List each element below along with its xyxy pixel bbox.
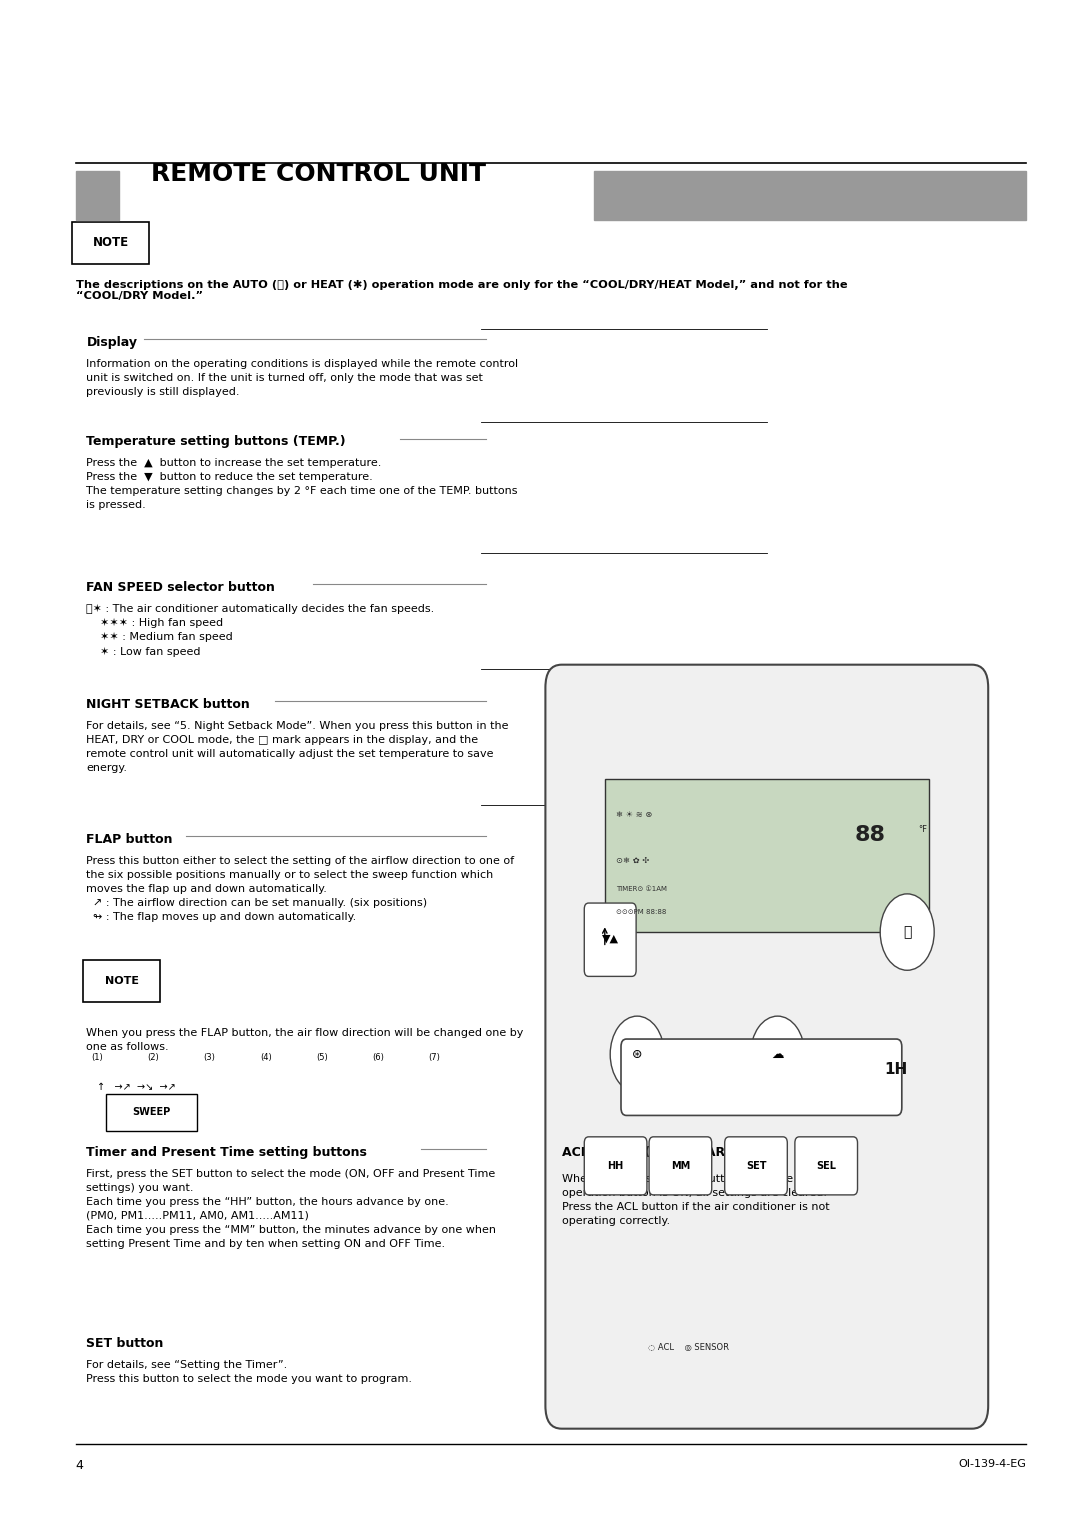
Text: FLAP button: FLAP button	[86, 833, 173, 847]
Text: 1H: 1H	[885, 1062, 908, 1077]
Text: OI-139-4-EG: OI-139-4-EG	[958, 1459, 1026, 1470]
Text: ❄ ☀ ≋ ⊗: ❄ ☀ ≋ ⊗	[616, 810, 652, 819]
Text: Timer and Present Time setting buttons: Timer and Present Time setting buttons	[86, 1146, 367, 1160]
Text: TIMER⊙ ①1AM: TIMER⊙ ①1AM	[616, 886, 666, 892]
Text: SET: SET	[746, 1161, 766, 1170]
Text: Press the  ▲  button to increase the set temperature.
Press the  ▼  button to re: Press the ▲ button to increase the set t…	[86, 458, 518, 510]
Circle shape	[610, 1016, 664, 1093]
FancyBboxPatch shape	[795, 1137, 858, 1195]
FancyBboxPatch shape	[83, 960, 160, 1002]
Text: (4): (4)	[260, 1053, 271, 1062]
Text: Press this button either to select the setting of the airflow direction to one o: Press this button either to select the s…	[86, 856, 514, 921]
FancyArrowPatch shape	[603, 929, 607, 944]
Bar	[605, 779, 929, 932]
FancyBboxPatch shape	[584, 1137, 647, 1195]
Text: ◌ ACL    ◎ SENSOR: ◌ ACL ◎ SENSOR	[648, 1343, 729, 1352]
Text: °F: °F	[918, 825, 927, 834]
Text: 88: 88	[854, 825, 886, 845]
Text: ⊙⊙⊙PM 88:88: ⊙⊙⊙PM 88:88	[616, 909, 666, 915]
Text: NOTE: NOTE	[105, 976, 139, 986]
FancyBboxPatch shape	[584, 903, 636, 976]
Bar	[594, 171, 1026, 220]
Text: (5): (5)	[316, 1053, 327, 1062]
Text: SWEEP: SWEEP	[132, 1108, 171, 1117]
Text: ⊙❄ ✿ ✣: ⊙❄ ✿ ✣	[616, 856, 649, 865]
Text: When you press the FLAP button, the air flow direction will be changed one by
on: When you press the FLAP button, the air …	[86, 1028, 524, 1053]
Text: (3): (3)	[204, 1053, 215, 1062]
Text: Temperature setting buttons (TEMP.): Temperature setting buttons (TEMP.)	[86, 435, 346, 449]
Text: NOTE: NOTE	[93, 237, 130, 249]
Text: (6): (6)	[373, 1053, 383, 1062]
Text: ☁: ☁	[771, 1048, 784, 1060]
Text: ACL button (ALL CLEAR): ACL button (ALL CLEAR)	[562, 1146, 730, 1160]
FancyBboxPatch shape	[649, 1137, 712, 1195]
Text: (7): (7)	[429, 1053, 440, 1062]
Text: (2): (2)	[148, 1053, 159, 1062]
Text: ⏻: ⏻	[903, 924, 912, 940]
FancyBboxPatch shape	[72, 222, 149, 264]
Text: HH: HH	[607, 1161, 624, 1170]
Bar	[76, 171, 119, 220]
Text: FAN SPEED selector button: FAN SPEED selector button	[86, 581, 275, 594]
Circle shape	[751, 1016, 805, 1093]
Text: For details, see “5. Night Setback Mode”. When you press this button in the
HEAT: For details, see “5. Night Setback Mode”…	[86, 721, 509, 773]
Text: Information on the operating conditions is displayed while the remote control
un: Information on the operating conditions …	[86, 359, 518, 397]
Text: ▼▲: ▼▲	[602, 934, 619, 943]
Text: MM: MM	[671, 1161, 690, 1170]
Text: (1): (1)	[92, 1053, 103, 1062]
Text: When you press the ACL button while the
operation button is ON, all settings are: When you press the ACL button while the …	[562, 1174, 829, 1225]
Text: SEL: SEL	[816, 1161, 836, 1170]
Circle shape	[880, 894, 934, 970]
Text: ⊛: ⊛	[632, 1048, 643, 1060]
Text: For details, see “Setting the Timer”.
Press this button to select the mode you w: For details, see “Setting the Timer”. Pr…	[86, 1360, 413, 1384]
Text: SET button: SET button	[86, 1337, 164, 1351]
Text: Ⓐ✶ : The air conditioner automatically decides the fan speeds.
    ✶✶✶ : High fa: Ⓐ✶ : The air conditioner automatically d…	[86, 604, 434, 657]
Text: First, press the SET button to select the mode (ON, OFF and Present Time
setting: First, press the SET button to select th…	[86, 1169, 497, 1248]
FancyBboxPatch shape	[106, 1094, 197, 1131]
FancyBboxPatch shape	[545, 665, 988, 1429]
FancyBboxPatch shape	[725, 1137, 787, 1195]
Text: The descriptions on the AUTO (Ⓐ) or HEAT (✱) operation mode are only for the “CO: The descriptions on the AUTO (Ⓐ) or HEAT…	[76, 280, 847, 301]
Text: ↑   →↗  →↘  →↗: ↑ →↗ →↘ →↗	[97, 1082, 176, 1093]
Text: Display: Display	[86, 336, 137, 350]
Text: 4: 4	[76, 1459, 83, 1473]
Text: REMOTE CONTROL UNIT: REMOTE CONTROL UNIT	[151, 162, 486, 186]
FancyBboxPatch shape	[621, 1039, 902, 1115]
Text: NIGHT SETBACK button: NIGHT SETBACK button	[86, 698, 251, 712]
